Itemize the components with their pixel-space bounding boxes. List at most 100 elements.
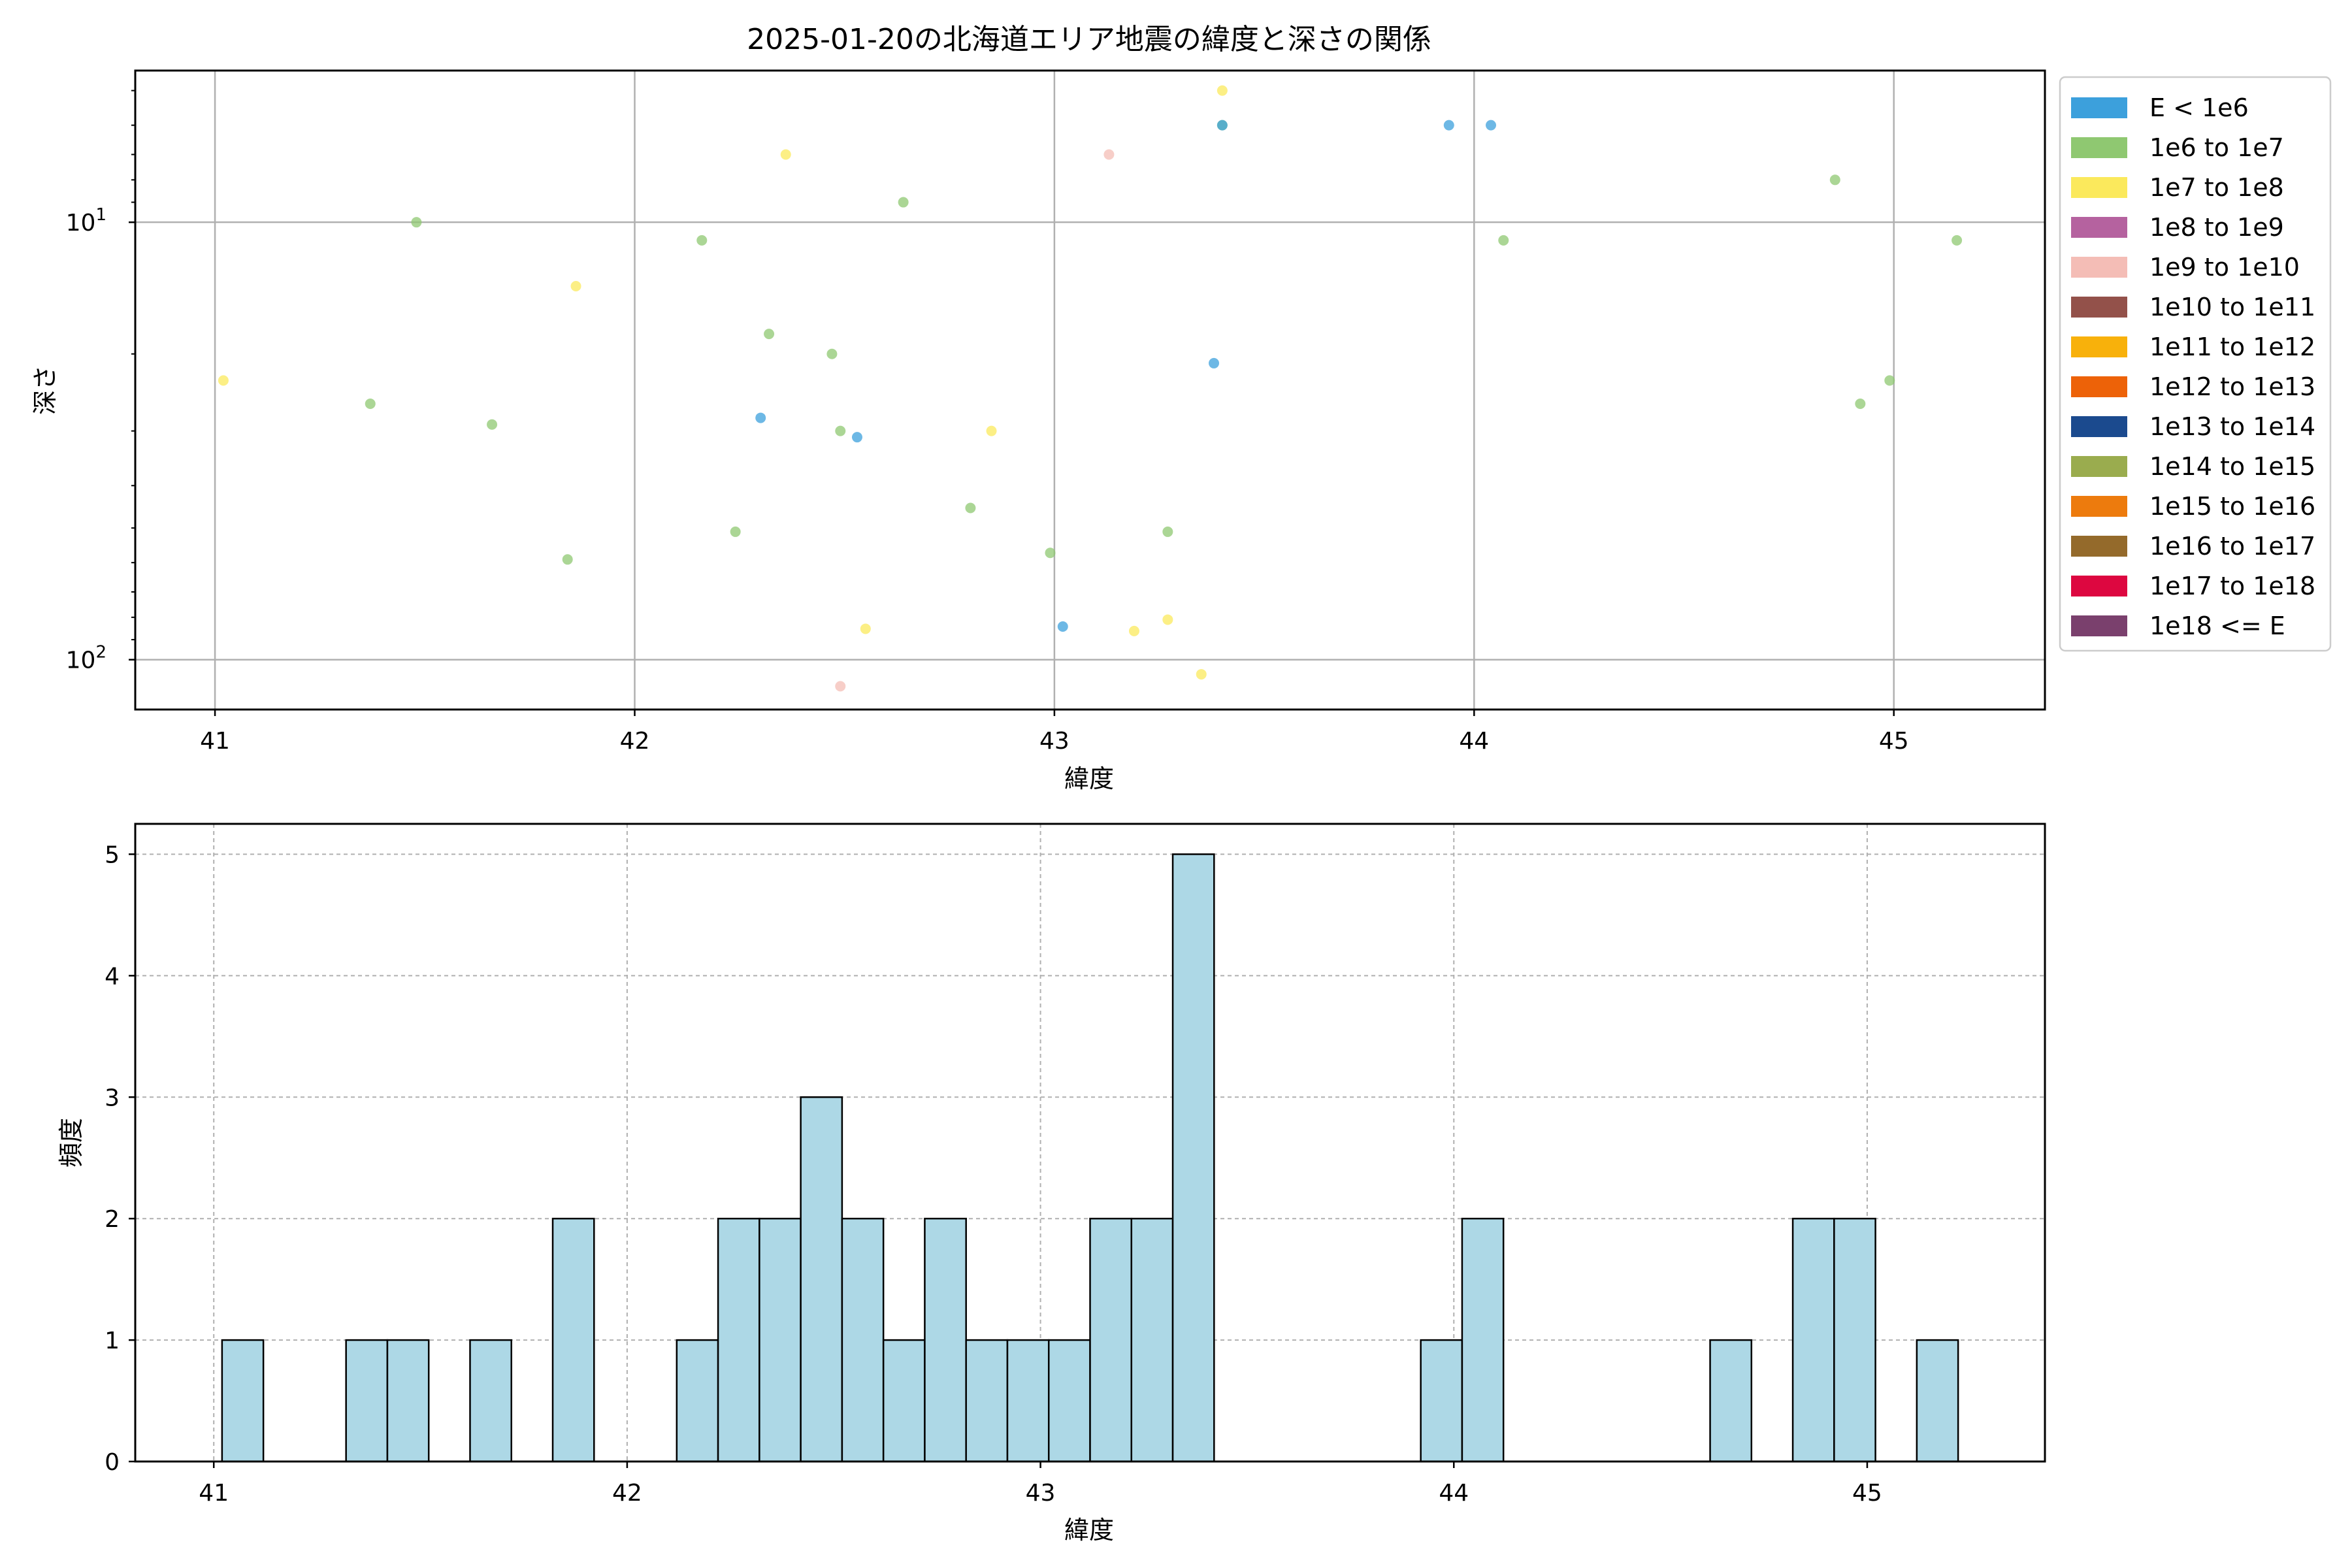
scatter-point — [730, 526, 741, 537]
scatter-point — [1196, 669, 1207, 680]
scatter-point — [1855, 399, 1866, 410]
scatter-point — [1443, 120, 1454, 131]
histogram-y-axis-label: 頻度 — [57, 1118, 86, 1168]
histogram-bar — [924, 1217, 967, 1463]
histogram-y-tick-label: 2 — [105, 1206, 120, 1233]
scatter-x-axis-label: 緯度 — [1064, 764, 1114, 793]
scatter-point — [1128, 625, 1139, 636]
histogram-bar — [841, 1217, 885, 1463]
histogram-bar — [1709, 1339, 1753, 1463]
scatter-point — [1486, 120, 1497, 131]
scatter-plot-frame — [134, 69, 2046, 711]
scatter-point — [1884, 375, 1895, 386]
scatter-y-tick-label: 102 — [66, 643, 106, 674]
scatter-y-tick-exponent: 2 — [95, 643, 106, 662]
histogram-bar — [882, 1339, 926, 1463]
legend-label: 1e7 to 1e8 — [2149, 173, 2284, 202]
scatter-point — [1209, 357, 1220, 368]
scatter-grid — [135, 71, 2045, 710]
legend-swatch — [2071, 97, 2127, 118]
scatter-point — [1829, 174, 1840, 186]
legend-swatch — [2071, 496, 2127, 517]
scatter-point — [365, 399, 376, 410]
histogram-bar — [469, 1339, 512, 1463]
histogram-x-axis-label: 緯度 — [1064, 1516, 1114, 1544]
scatter-point — [965, 502, 976, 514]
scatter-y-axis-label: 深さ — [31, 365, 59, 415]
scatter-x-tick-label: 42 — [620, 728, 650, 755]
legend-frame — [2059, 76, 2332, 652]
legend-label: 1e6 to 1e7 — [2149, 133, 2284, 162]
scatter-point — [570, 281, 581, 292]
histogram-bars — [221, 853, 1959, 1463]
histogram-bar — [965, 1339, 1009, 1463]
legend-label: 1e12 to 1e13 — [2149, 372, 2315, 401]
scatter-x-tick-label: 44 — [1459, 728, 1489, 755]
histogram-bar — [551, 1217, 595, 1463]
histogram-bar — [1833, 1217, 1876, 1463]
legend-swatch — [2071, 336, 2127, 357]
histogram-bar — [676, 1339, 719, 1463]
scatter-point — [1103, 149, 1115, 160]
legend-label: 1e10 to 1e11 — [2149, 293, 2315, 321]
histogram-plot-frame — [134, 823, 2046, 1463]
scatter-y-tick-label: 101 — [66, 205, 106, 237]
histogram-bar — [1089, 1217, 1133, 1463]
legend-label: 1e14 to 1e15 — [2149, 452, 2315, 481]
scatter-point — [764, 329, 775, 340]
scatter-legend: E < 1e6 1e6 to 1e7 1e7 to 1e8 1e8 to 1e9 1e9… — [2059, 76, 2332, 652]
histogram-bar — [1047, 1339, 1091, 1463]
histogram-bar — [345, 1339, 389, 1463]
scatter-x-tick-label: 45 — [1879, 728, 1909, 755]
legend-label: 1e13 to 1e14 — [2149, 412, 2315, 441]
histogram-y-tick-label: 5 — [105, 841, 120, 868]
histogram-bar — [221, 1339, 265, 1463]
histogram-y-tick-label: 4 — [105, 963, 120, 990]
scatter-title: 2025-01-20の北海道エリア地震の緯度と深さの関係 — [747, 23, 1431, 56]
legend-swatch — [2071, 217, 2127, 238]
histogram-x-tick-label: 41 — [199, 1480, 229, 1507]
histogram-bar — [1916, 1339, 1959, 1463]
scatter-y-tick-base: 10 — [66, 210, 96, 237]
scatter-point — [986, 425, 997, 436]
histogram-y-tick-label: 3 — [105, 1085, 120, 1111]
legend-label: 1e18 <= E — [2149, 612, 2285, 640]
histogram-bar — [759, 1217, 802, 1463]
scatter-panel: 2025-01-20の北海道エリア地震の緯度と深さの関係 41 42 43 44 45 1… — [31, 23, 2332, 793]
legend-label: 1e8 to 1e9 — [2149, 213, 2284, 242]
legend-label: 1e15 to 1e16 — [2149, 492, 2315, 521]
scatter-x-tick-label: 41 — [200, 728, 230, 755]
scatter-point — [860, 623, 871, 634]
scatter-point — [1057, 621, 1068, 632]
scatter-point — [218, 375, 229, 386]
histogram-bar — [1461, 1217, 1505, 1463]
histogram-bar — [1791, 1217, 1835, 1463]
scatter-x-tick-label: 43 — [1039, 728, 1070, 755]
scatter-points — [218, 85, 1963, 692]
legend-swatch — [2071, 376, 2127, 397]
histogram-bar — [1420, 1339, 1463, 1463]
scatter-point — [1498, 235, 1509, 246]
legend-label: E < 1e6 — [2149, 93, 2249, 122]
scatter-point — [696, 235, 708, 246]
legend-swatch — [2071, 297, 2127, 318]
histogram-x-tick-label: 44 — [1439, 1480, 1469, 1507]
histogram-bar — [717, 1217, 760, 1463]
legend-label: 1e17 to 1e18 — [2149, 572, 2315, 600]
legend-swatch — [2071, 536, 2127, 557]
legend-swatch — [2071, 257, 2127, 278]
scatter-point — [1162, 614, 1173, 625]
histogram-y-tick-label: 1 — [105, 1328, 120, 1354]
legend-label: 1e11 to 1e12 — [2149, 333, 2315, 361]
histogram-bar — [386, 1339, 430, 1463]
histogram-x-tick-label: 45 — [1852, 1480, 1882, 1507]
histogram-bar — [1130, 1217, 1174, 1463]
scatter-point — [1952, 235, 1963, 246]
legend-items: E < 1e6 1e6 to 1e7 1e7 to 1e8 1e8 to 1e9 1e9… — [2071, 93, 2315, 640]
histogram-bar — [1006, 1339, 1050, 1463]
scatter-point — [1162, 526, 1173, 537]
histogram-bar — [1171, 853, 1215, 1463]
